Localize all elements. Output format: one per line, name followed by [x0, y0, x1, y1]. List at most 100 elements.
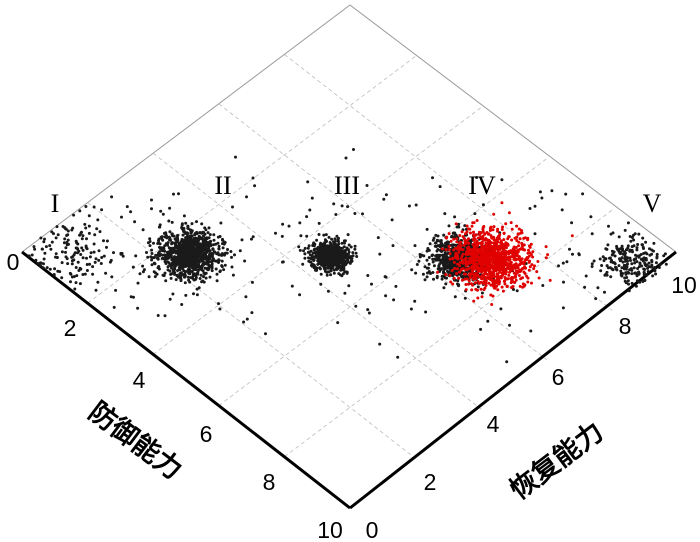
data-point-black: [172, 270, 176, 274]
data-point-red: [500, 271, 504, 275]
data-point-black: [604, 247, 608, 251]
data-point-black: [635, 274, 639, 278]
data-point-black: [158, 242, 162, 246]
data-point-red: [457, 276, 461, 280]
data-point-red: [458, 261, 462, 264]
data-point-black: [310, 257, 314, 261]
data-point-black: [442, 233, 446, 237]
data-point-red: [521, 266, 525, 270]
data-point-black: [480, 291, 484, 295]
data-point-black: [194, 267, 198, 271]
data-point-red: [527, 248, 530, 252]
data-point-red: [469, 231, 472, 235]
data-point-black: [353, 247, 357, 251]
data-point-black: [568, 247, 571, 251]
data-point-black: [337, 262, 341, 266]
y-axis-line: [349, 250, 677, 510]
data-point-black: [170, 266, 173, 270]
data-point-black: [336, 321, 340, 325]
data-point-black: [438, 185, 442, 189]
data-point-black: [159, 209, 163, 213]
data-point-black: [319, 282, 323, 286]
data-point-black: [177, 192, 180, 196]
data-point-black: [328, 266, 332, 270]
data-point-black: [641, 280, 645, 283]
data-point-black: [63, 226, 66, 229]
data-point-black: [172, 192, 175, 196]
data-point-black: [323, 269, 327, 273]
data-point-black: [207, 249, 211, 253]
y-tick-label: 10: [671, 272, 697, 298]
data-point-red: [531, 250, 535, 254]
data-point-black: [110, 275, 114, 279]
data-point-black: [55, 225, 59, 229]
data-point-black: [168, 247, 172, 250]
data-point-red: [464, 288, 468, 292]
data-point-black: [333, 243, 337, 247]
data-point-black: [434, 241, 437, 245]
data-point-black: [224, 251, 227, 255]
data-point-black: [312, 248, 316, 252]
data-point-black: [187, 271, 191, 275]
data-point-red: [502, 238, 506, 242]
data-point-black: [194, 263, 198, 267]
region-labels: I II III IV V: [51, 171, 662, 218]
data-point-black: [64, 255, 68, 259]
data-point-red: [497, 250, 500, 254]
data-point-red: [532, 267, 536, 270]
data-point-red: [440, 247, 444, 251]
data-point-black: [85, 269, 89, 272]
data-point-black: [149, 255, 153, 259]
data-point-black: [345, 258, 349, 262]
data-point-black: [426, 271, 429, 275]
data-point-red: [515, 224, 519, 228]
data-point-black: [76, 260, 80, 264]
data-point-black: [195, 293, 199, 297]
data-point-black: [316, 262, 320, 266]
data-point-black: [382, 197, 386, 201]
data-point-black: [163, 271, 167, 275]
data-point-black: [394, 284, 398, 288]
data-point-black: [318, 257, 322, 261]
data-point-black: [88, 262, 92, 266]
data-point-red: [466, 282, 470, 286]
data-point-black: [87, 214, 91, 218]
data-point-black: [171, 292, 175, 296]
data-point-black: [317, 233, 321, 236]
data-point-black: [150, 263, 154, 267]
data-point-red: [451, 282, 455, 286]
data-point-black: [336, 239, 340, 243]
data-point-black: [54, 236, 58, 240]
frame-back-edge: [21, 4, 677, 253]
data-point-red: [494, 251, 498, 255]
data-point-red: [507, 249, 511, 253]
data-point-red: [460, 230, 464, 234]
data-point-black: [200, 268, 204, 272]
data-point-black: [384, 193, 388, 197]
data-point-black: [136, 281, 140, 285]
data-point-black: [165, 236, 169, 240]
data-point-red: [488, 229, 492, 232]
data-point-black: [200, 222, 204, 226]
data-point-black: [616, 247, 619, 251]
data-point-red: [459, 240, 463, 244]
data-point-black: [119, 252, 123, 256]
data-point-black: [98, 230, 102, 234]
data-point-red: [502, 245, 506, 249]
data-point-black: [221, 246, 225, 250]
data-point-black: [322, 233, 326, 237]
data-point-black: [614, 266, 618, 270]
data-point-black: [626, 221, 630, 225]
data-point-black: [329, 258, 332, 262]
data-point-red: [464, 283, 468, 286]
data-point-black: [188, 268, 192, 272]
data-point-black: [637, 272, 641, 275]
data-point-black: [146, 255, 150, 259]
data-point-black: [84, 205, 88, 208]
data-point-black: [207, 236, 211, 240]
data-point-black: [533, 204, 537, 208]
data-point-black: [652, 249, 655, 253]
data-point-black: [66, 229, 70, 233]
data-point-black: [154, 253, 158, 257]
data-point-black: [328, 261, 331, 265]
